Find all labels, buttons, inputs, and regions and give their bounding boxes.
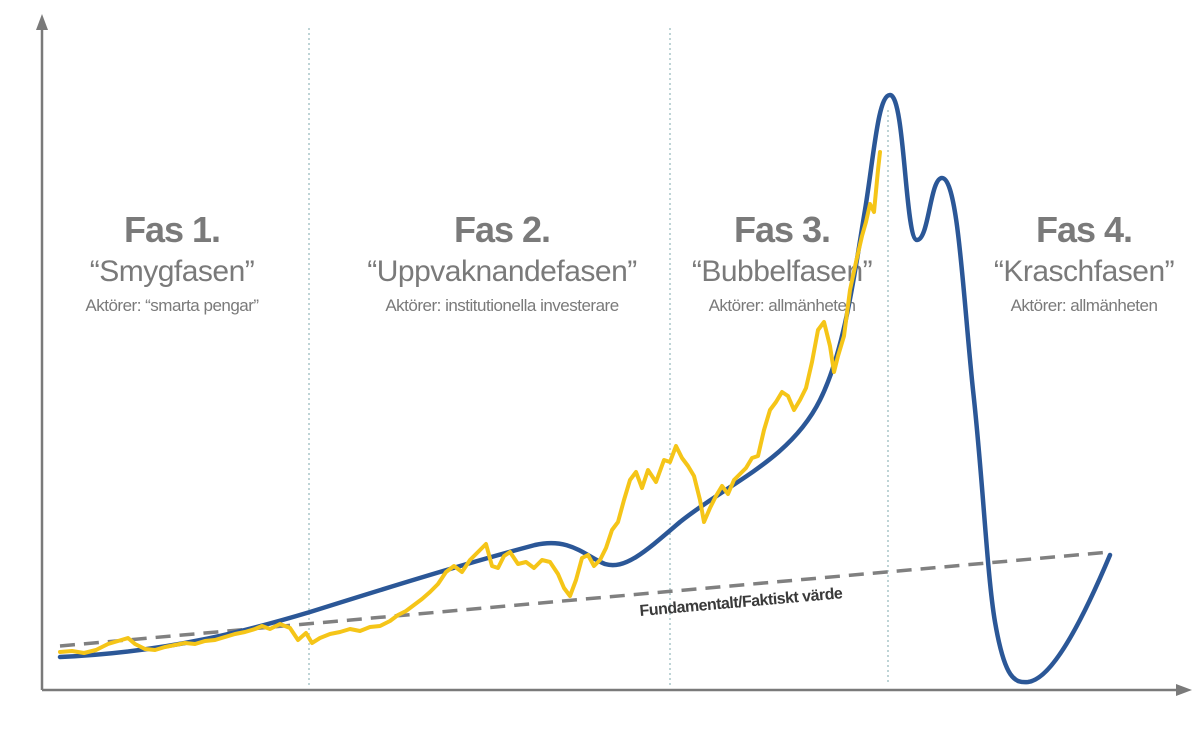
phase-actors: Aktörer: institutionella investerare (385, 296, 618, 315)
y-axis-arrow (36, 14, 48, 30)
fundamental-value-line (59, 550, 1111, 648)
phase-title: Fas 1. (124, 209, 220, 250)
phase-label-4: Fas 4. “Kraschfasen” Aktörer: allmänhete… (994, 209, 1175, 315)
phase-actors: Aktörer: allmänheten (709, 296, 856, 315)
phase-actors: Aktörer: allmänheten (1011, 296, 1158, 315)
phase-label-1: Fas 1. “Smygfasen” Aktörer: “smarta peng… (85, 209, 260, 315)
phase-name: “Smygfasen” (90, 255, 255, 288)
price-line (58, 150, 882, 655)
phase-name: “Bubbelfasen” (692, 255, 872, 288)
phase-dividers (308, 28, 889, 685)
phase-title: Fas 4. (1036, 209, 1132, 250)
phase-label-3: Fas 3. “Bubbelfasen” Aktörer: allmänhete… (692, 209, 873, 315)
bubble-curve (57, 92, 1113, 685)
x-axis-arrow (1176, 684, 1192, 696)
phase-title: Fas 2. (454, 209, 550, 250)
phase-name: “Uppvaknandefasen” (367, 255, 637, 288)
phase-title: Fas 3. (734, 209, 830, 250)
phase-label-2: Fas 2. “Uppvaknandefasen” Aktörer: insti… (367, 209, 637, 315)
axes (36, 14, 1192, 696)
phase-name: “Kraschfasen” (994, 255, 1174, 288)
phase-actors: Aktörer: “smarta pengar” (85, 296, 259, 315)
